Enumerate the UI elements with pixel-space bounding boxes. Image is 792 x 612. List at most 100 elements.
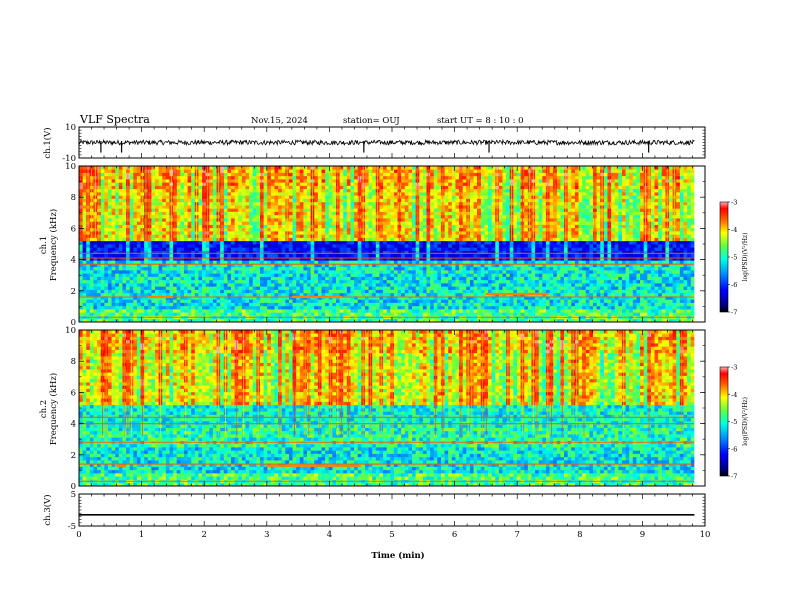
- ch1-spectrogram-cell: [303, 273, 308, 277]
- ch1-spectrogram-cell: [274, 253, 279, 258]
- ch1-spectrogram-cell: [263, 179, 268, 183]
- ch1-spectrogram-cell: [296, 198, 301, 203]
- ch1-spectrogram-cell: [339, 263, 344, 268]
- ch1-spectrogram-cell: [158, 188, 163, 193]
- ch1-spectrogram-cell: [408, 182, 413, 186]
- ch1-spectrogram-cell: [111, 305, 116, 310]
- ch1-spectrogram-cell: [191, 234, 196, 238]
- ch1-spectrogram-cell: [270, 318, 275, 323]
- ch1-spectrogram-cell: [89, 283, 94, 287]
- ch1-spectrogram-cell: [303, 208, 308, 212]
- ch1-spectrogram-cell: [281, 172, 286, 177]
- ch1-spectrogram-cell: [198, 260, 203, 264]
- ch1-spectrogram-cell: [187, 302, 192, 307]
- ch1-spectrogram-cell: [354, 318, 359, 323]
- ch1-spectrogram-cell: [412, 299, 417, 303]
- ch1-spectrogram-cell: [437, 179, 442, 183]
- ch1-spectrogram-cell: [220, 302, 225, 307]
- ch1-spectrogram-cell: [281, 247, 286, 251]
- ch1-spectrogram-cell: [183, 270, 188, 274]
- ch1-spectrogram-cell: [332, 244, 337, 248]
- ch1-spectrogram-cell: [307, 201, 312, 206]
- ch1-spectrogram-cell: [165, 166, 170, 170]
- ch1-spectrogram-cell: [238, 218, 243, 222]
- ch1-spectrogram-cell: [104, 299, 109, 303]
- ch1-spectrogram-cell: [426, 279, 431, 284]
- ch1-spectrogram-cell: [227, 221, 232, 225]
- ch1-spectrogram-cell: [183, 218, 188, 222]
- ch1-spectrogram-cell: [212, 185, 217, 190]
- ch1-spectrogram-cell: [278, 296, 283, 300]
- ch1-spectrogram-cell: [412, 240, 417, 245]
- ch1-spectrogram-cell: [343, 292, 348, 297]
- ch1-spectrogram-cell: [278, 305, 283, 310]
- ch1-spectrogram-cell: [278, 172, 283, 177]
- ch1-spectrogram-cell: [194, 250, 199, 255]
- ch1-spectrogram-cell: [426, 299, 431, 303]
- ch1-spectrogram-cell: [245, 253, 250, 258]
- ch1-spectrogram-cell: [412, 302, 417, 307]
- ch1-spectrogram-cell: [104, 270, 109, 274]
- ch1-spectrogram-cell: [151, 175, 156, 180]
- ch1-spectrogram-cell: [249, 221, 254, 225]
- ch1-spectrogram-cell: [299, 244, 304, 248]
- ch1-spectrogram-cell: [325, 227, 330, 232]
- ch1-spectrogram-cell: [336, 292, 341, 297]
- ch1-spectrogram-cell: [212, 237, 217, 242]
- ch1-spectrogram-cell: [281, 296, 286, 300]
- ch1-spectrogram-cell: [198, 224, 203, 229]
- ch1-spectrogram-cell: [82, 273, 87, 277]
- ch1-spectrogram-cell: [343, 172, 348, 177]
- ch1-spectrogram-cell: [296, 188, 301, 193]
- ch1-spectrogram-cell: [162, 201, 167, 206]
- ch1-spectrogram-cell: [97, 309, 102, 313]
- ch1-spectrogram-cell: [252, 309, 257, 313]
- ch1-spectrogram-cell: [350, 257, 355, 261]
- ch1-spectrogram-cell: [79, 292, 84, 297]
- ch1-spectrogram-cell: [165, 299, 170, 303]
- ch1-spectrogram-cell: [176, 270, 181, 274]
- ch1-spectrogram-cell: [270, 175, 275, 180]
- ch1-spectrogram-cell: [422, 292, 427, 297]
- ch1-spectrogram-cell: [176, 172, 181, 177]
- ch1-spectrogram-cell: [252, 283, 257, 287]
- ch1-spectrogram-cell: [136, 201, 141, 206]
- ch1-spectrogram-cell: [267, 253, 272, 258]
- ch1-spectrogram-cell: [325, 260, 330, 264]
- ch1-spectrogram-cell: [86, 266, 91, 271]
- ch1-spectrogram-cell: [144, 244, 149, 248]
- ch1-spectrogram-cell: [328, 192, 333, 196]
- ch1-spectrogram-cell: [386, 224, 391, 229]
- ch1-spectrogram-cell: [393, 260, 398, 264]
- ch1-spectrogram-cell: [292, 179, 297, 183]
- ch1-spectrogram-cell: [281, 227, 286, 232]
- ch1-spectrogram-cell: [314, 175, 319, 180]
- ch1-spectrogram-cell: [372, 208, 377, 212]
- ch1-spectrogram-cell: [288, 273, 293, 277]
- ch1-spectrogram-cell: [245, 234, 250, 238]
- ch1-spectrogram-cell: [191, 205, 196, 209]
- ch1-spectrogram-cell: [162, 205, 167, 209]
- ch1-spectrogram-cell: [155, 260, 160, 264]
- ch1-spectrogram-cell: [180, 292, 185, 297]
- ch1-spectrogram-cell: [133, 188, 138, 193]
- ch1-spectrogram-cell: [115, 231, 120, 235]
- ch1-spectrogram-cell: [187, 318, 192, 323]
- ch1-spectrogram-cell: [433, 240, 438, 245]
- ch1-spectrogram-cell: [252, 237, 257, 242]
- ch1-spectrogram-cell: [390, 188, 395, 193]
- ch1-spectrogram-cell: [433, 221, 438, 225]
- ch1-spectrogram-cell: [183, 211, 188, 216]
- ch1-spectrogram-cell: [126, 266, 131, 271]
- ch1-spectrogram-cell: [408, 283, 413, 287]
- ch1-spectrogram-cell: [147, 250, 152, 255]
- ch1-spectrogram-cell: [227, 283, 232, 287]
- ch1-spectrogram-cell: [212, 266, 217, 271]
- ch1-spectrogram-cell: [198, 276, 203, 281]
- ch1-spectrogram-cell: [285, 305, 290, 310]
- ch1-spectrogram-cell: [176, 257, 181, 261]
- ch1-spectrogram-cell: [415, 257, 420, 261]
- ch1-spectrogram-cell: [205, 270, 210, 274]
- ch1-spectrogram-cell: [223, 244, 228, 248]
- ch1-spectrogram-cell: [82, 182, 87, 186]
